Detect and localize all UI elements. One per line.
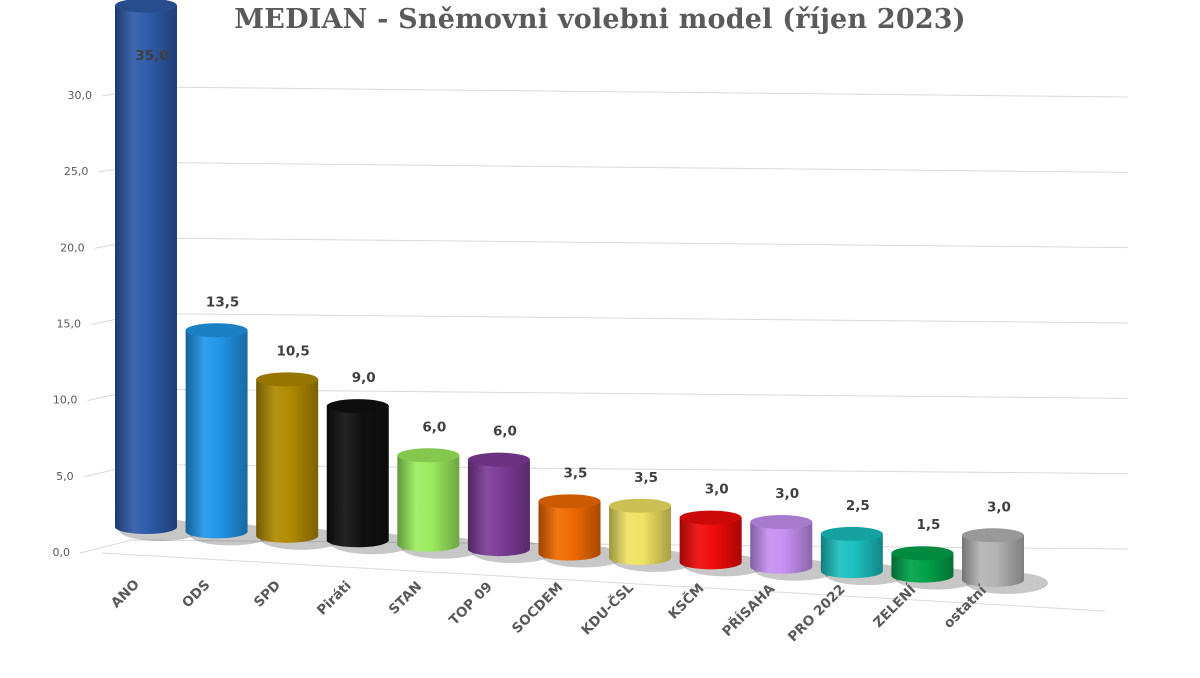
x-tick-label: Piráti [314, 578, 355, 619]
data-label: 13,5 [206, 294, 239, 310]
x-tick-label: STAN [386, 579, 425, 618]
gridline-side [79, 539, 133, 554]
data-label: 35,0 [135, 48, 168, 64]
gridline [155, 86, 1129, 98]
y-tick-label: 5,0 [56, 470, 74, 483]
y-tick-label: 0,0 [53, 546, 71, 559]
data-label: 1,5 [916, 517, 940, 533]
gridline [151, 162, 1129, 173]
x-tick-label: SOCDEM [509, 580, 566, 637]
bars [115, 0, 1048, 594]
bar-stan [397, 448, 484, 559]
bar-zelen- [891, 546, 978, 590]
data-label: 3,0 [705, 482, 729, 498]
x-tick-label: PRO 2022 [785, 582, 849, 646]
data-labels: 35,0 13,5 10,5 9,0 6,0 6,0 3,5 3,5 3,0 3,0 2,5 1,5 3… [135, 48, 1011, 533]
data-label: 10,5 [277, 343, 310, 359]
data-label: 3,5 [564, 465, 588, 481]
chart-floor [101, 552, 1106, 612]
y-tick-label: 30,0 [68, 89, 93, 102]
bar-spd [256, 372, 343, 550]
bar-pir-ti [326, 399, 413, 555]
y-tick-label: 10,0 [53, 394, 78, 407]
data-label: 3,0 [775, 486, 799, 502]
floor-front-edge [101, 552, 1106, 612]
bar-top-09 [467, 452, 554, 564]
chart-title: MEDIAN - Sněmovni volebni model (říjen 2… [234, 4, 966, 35]
data-label: 9,0 [352, 370, 376, 386]
bar-ano [115, 0, 201, 541]
x-tick-label: SPD [251, 578, 284, 611]
bar-pro-2022 [820, 526, 907, 586]
x-tick-label: KDU-ČSL [577, 578, 637, 638]
x-tick-label: ODS [179, 577, 213, 611]
bar-ods [185, 323, 272, 546]
data-label: 2,5 [846, 498, 870, 514]
y-tick-label: 25,0 [64, 165, 89, 178]
y-axis: 0,0 5,0 10,0 15,0 20,0 25,0 30,0 [53, 89, 93, 559]
x-tick-label: ZELENÍ [870, 581, 920, 631]
bar-ks-m [679, 510, 766, 577]
x-axis: ANO ODS SPD Piráti STAN TOP 09 SOCDEM KDU-ČSL KS… [108, 577, 991, 646]
gridline [143, 313, 1129, 324]
y-tick-label: 20,0 [60, 241, 85, 254]
bar-kdu-sl [609, 498, 696, 572]
data-label: 3,0 [987, 499, 1011, 515]
bar-ostatn- [962, 528, 1048, 594]
data-label: 6,0 [493, 424, 517, 440]
y-tick-label: 15,0 [57, 318, 82, 331]
x-tick-label: ANO [108, 577, 143, 612]
x-tick-label: TOP 09 [446, 579, 496, 629]
bar-socdem [538, 494, 625, 568]
data-label: 6,0 [422, 419, 446, 435]
bar-p-saha [750, 515, 837, 581]
gridline [147, 237, 1129, 249]
data-label: 3,5 [634, 470, 658, 486]
